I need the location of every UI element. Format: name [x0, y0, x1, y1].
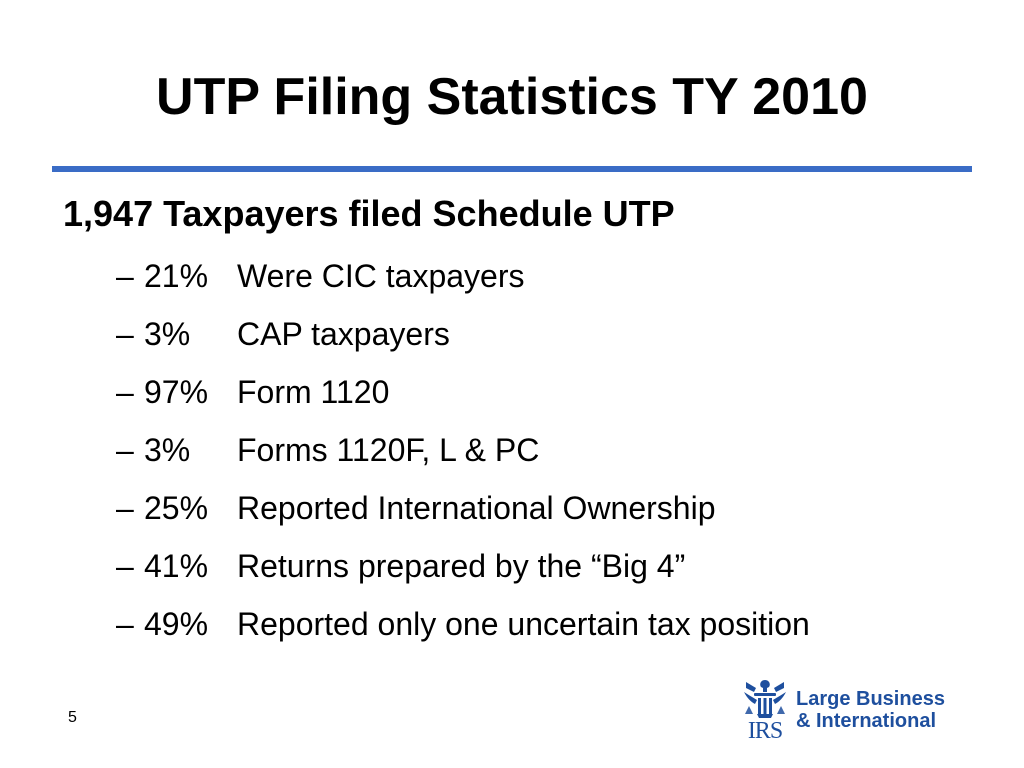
bullet-dash: –	[116, 606, 134, 642]
statistic-item: – 97% Form 1120	[116, 363, 810, 421]
slide-title: UTP Filing Statistics TY 2010	[156, 68, 868, 126]
bullet-dash: –	[116, 432, 134, 468]
bullet-dash: –	[116, 258, 134, 294]
statistic-text: Were CIC taxpayers	[237, 258, 525, 294]
statistic-text: Reported only one uncertain tax position	[237, 606, 810, 642]
statistic-text: Returns prepared by the “Big 4”	[237, 548, 686, 584]
statistic-text: Reported International Ownership	[237, 490, 716, 526]
statistic-item: – 3% CAP taxpayers	[116, 305, 810, 363]
page-number: 5	[68, 709, 77, 726]
statistic-percent: 3%	[144, 316, 191, 352]
statistic-item: – 41% Returns prepared by the “Big 4”	[116, 537, 810, 595]
statistic-text: CAP taxpayers	[237, 316, 450, 352]
lbi-logo: IRS Large Business & International	[740, 678, 980, 744]
bullet-dash: –	[116, 548, 134, 584]
statistic-text: Forms 1120F, L & PC	[237, 432, 540, 468]
statistic-percent: 49%	[144, 606, 209, 642]
bullet-dash: –	[116, 316, 134, 352]
statistic-item: – 3% Forms 1120F, L & PC	[116, 421, 810, 479]
statistic-percent: 25%	[144, 490, 209, 526]
statistic-text: Form 1120	[237, 374, 390, 410]
statistic-percent: 97%	[144, 374, 209, 410]
statistic-item: – 25% Reported International Ownership	[116, 479, 810, 537]
irs-eagle-icon	[744, 680, 786, 718]
bullet-dash: –	[116, 490, 134, 526]
irs-logo-text: IRS	[747, 718, 783, 744]
statistics-list: – 21% Were CIC taxpayers – 3% CAP taxpay…	[116, 247, 810, 653]
statistic-percent: 21%	[144, 258, 209, 294]
bullet-dash: –	[116, 374, 134, 410]
statistic-item: – 21% Were CIC taxpayers	[116, 247, 810, 305]
statistic-percent: 41%	[144, 548, 209, 584]
main-bullet-heading: 1,947 Taxpayers filed Schedule UTP	[63, 193, 675, 234]
logo-line-large-business: Large Business	[796, 688, 945, 710]
statistic-percent: 3%	[144, 432, 191, 468]
logo-line-international: & International	[796, 710, 937, 732]
title-divider	[52, 166, 972, 172]
statistic-item: – 49% Reported only one uncertain tax po…	[116, 595, 810, 653]
